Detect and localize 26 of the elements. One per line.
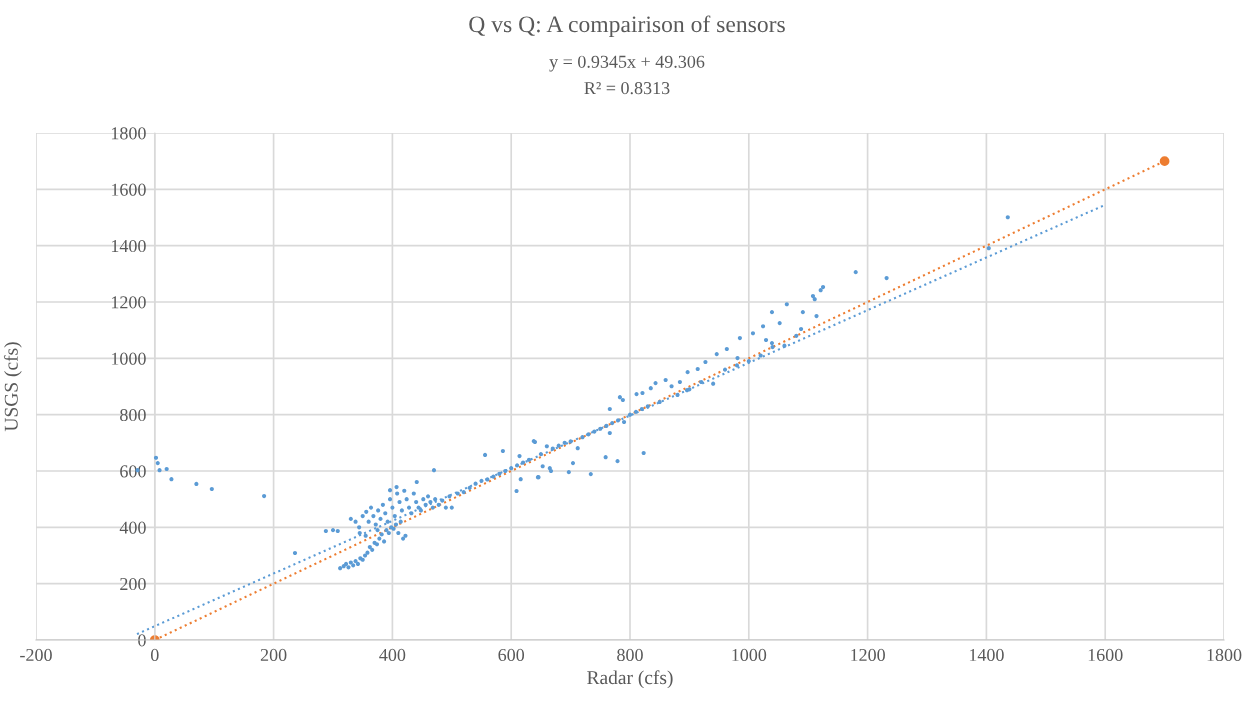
- x-tick-label: 1200: [851, 648, 885, 662]
- x-tick-label: -200: [20, 648, 52, 662]
- text: y = 0.9345x + 49.306: [549, 55, 705, 72]
- x-tick-label: 200: [260, 648, 287, 662]
- y-tick-label: 400: [119, 521, 146, 534]
- y-tick-label: 200: [120, 577, 146, 591]
- y-axis-title: USGS (cfs): [3, 342, 22, 432]
- y-tick-label: 1200: [111, 296, 146, 309]
- y-tick-label: 0: [138, 634, 146, 647]
- x-tick-label: 1000: [732, 648, 767, 662]
- y-tick-label: 1600: [111, 183, 146, 196]
- y-tick-label: 800: [120, 408, 146, 422]
- y-tick-label: 600: [120, 465, 146, 478]
- text: R² = 0.8313: [584, 81, 670, 95]
- x-tick-label: 0: [150, 648, 159, 662]
- x-tick-label: 800: [617, 648, 643, 662]
- chart-title: Q vs Q: A compairison of sensors: [469, 15, 785, 38]
- x-tick-label: 1800: [1207, 648, 1242, 662]
- x-tick-label: 1600: [1088, 648, 1123, 662]
- y-tick-label: 1800: [111, 127, 146, 140]
- y-tick-label: 1400: [111, 239, 146, 253]
- x-tick-label: 1400: [969, 648, 1004, 662]
- x-tick-label: 600: [498, 648, 525, 662]
- x-tick-label: 400: [379, 648, 406, 662]
- x-axis-title: Radar (cfs): [587, 670, 673, 689]
- y-tick-label: 1000: [111, 352, 146, 365]
